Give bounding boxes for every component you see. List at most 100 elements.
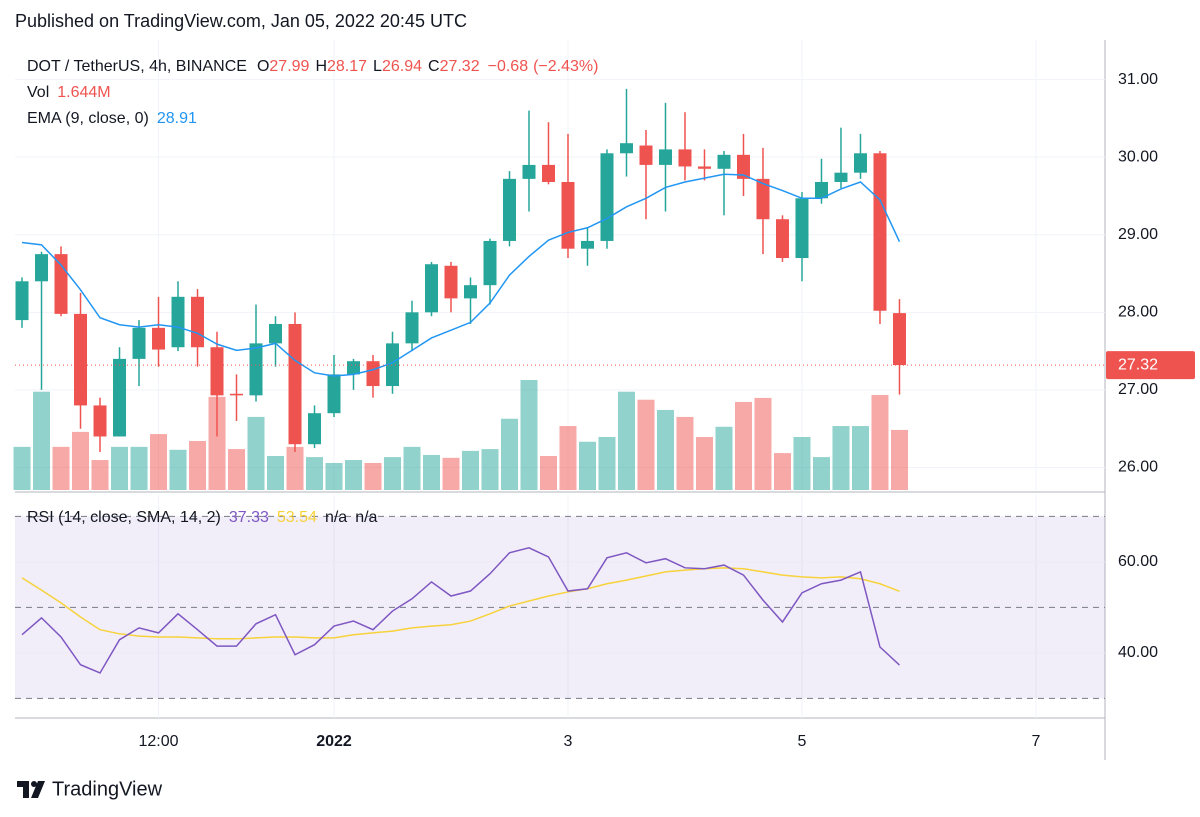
candle-body: [717, 154, 731, 169]
candle-body: [93, 405, 107, 437]
volume-bar: [461, 450, 479, 490]
candle-body: [35, 254, 49, 282]
rsi-value: 37.33: [229, 509, 269, 526]
candle-body: [347, 361, 361, 375]
volume-bar: [52, 446, 70, 490]
volume-bar: [189, 441, 207, 490]
ema-name: EMA (9, close, 0): [27, 110, 149, 127]
x-tick-label: 5: [798, 733, 807, 750]
ohlc-value: 27.32: [440, 58, 480, 75]
volume-bar: [578, 441, 596, 490]
ema-value: 28.91: [157, 110, 197, 127]
y-tick-label: 60.00: [1118, 553, 1158, 570]
volume-bar: [286, 446, 304, 490]
volume-bar: [773, 453, 791, 490]
candle-body: [54, 254, 68, 314]
volume-bar: [208, 396, 226, 490]
volume-bar: [33, 391, 51, 490]
volume-bar: [598, 437, 616, 490]
rsi-title: RSI (14, close, SMA, 14, 2): [27, 509, 221, 526]
volume-bar: [130, 446, 148, 490]
volume-bar: [539, 456, 557, 490]
volume-bar: [617, 391, 635, 490]
candle-body: [502, 178, 516, 241]
candle-body: [892, 313, 906, 366]
volume-bar: [384, 457, 402, 490]
candle-body: [600, 153, 614, 241]
change-value: −0.68: [488, 58, 529, 75]
candle-body: [463, 285, 477, 299]
candle-body: [522, 164, 536, 179]
ohlc-legend: DOT / TetherUS, 4h, BINANCE O27.99 H28.17 L…: [27, 58, 598, 75]
candle-body: [658, 149, 672, 165]
candle-body: [152, 327, 166, 350]
candle-body: [191, 296, 205, 348]
volume-bar: [637, 399, 655, 490]
volume-bar: [91, 460, 109, 490]
volume-bar: [676, 416, 694, 490]
candle-body: [834, 172, 848, 182]
volume-bar: [520, 380, 538, 490]
volume-bar: [364, 462, 382, 490]
volume-bar: [247, 416, 265, 490]
volume-bar: [306, 457, 324, 490]
ema-legend: EMA (9, close, 0) 28.91: [27, 110, 197, 127]
candle-body: [619, 143, 633, 154]
candle-body: [366, 361, 380, 387]
rsi-na: n/a: [325, 509, 347, 526]
candle-body: [814, 181, 828, 199]
footer-brand: TradingView: [52, 778, 163, 800]
symbol-title: DOT / TetherUS, 4h, BINANCE: [27, 58, 247, 75]
volume-bar: [228, 449, 246, 490]
ohlc-letter: H: [315, 58, 327, 75]
volume-bar: [715, 426, 733, 490]
candle-body: [425, 264, 439, 313]
candle-body: [230, 393, 244, 396]
x-tick-label: 12:00: [138, 733, 178, 750]
volume-bar: [812, 457, 830, 490]
rsi-line: [21, 567, 900, 640]
candle-body: [444, 265, 458, 299]
change-pct: (−2.43%): [533, 58, 598, 75]
candle-body: [327, 374, 341, 414]
candle-body: [308, 413, 322, 445]
volume-legend: Vol 1.644M: [27, 84, 111, 101]
ohlc-value: 26.94: [382, 58, 422, 75]
rsi-value: 53.54: [277, 509, 317, 526]
candle-body: [873, 153, 887, 311]
volume-bar: [111, 446, 129, 490]
candle-body: [249, 343, 263, 396]
volume-bar: [832, 426, 850, 490]
volume-bar: [734, 401, 752, 490]
candle-body: [678, 149, 692, 167]
volume-bar: [72, 431, 90, 490]
candle-body: [561, 181, 575, 249]
candle-body: [795, 198, 809, 259]
x-tick-label: 2022: [316, 733, 352, 750]
candle-body: [113, 358, 127, 437]
candle-body: [132, 327, 146, 359]
candle-body: [580, 240, 594, 249]
y-tick-label: 31.00: [1118, 71, 1158, 88]
volume-value: 1.644M: [57, 84, 110, 101]
volume-bar: [267, 456, 285, 490]
rsi-legend: RSI (14, close, SMA, 14, 2) 37.33 53.54 n/a…: [27, 509, 378, 526]
candle-body: [853, 153, 867, 173]
volume-bar: [325, 462, 343, 490]
ohlc-value: 28.17: [327, 58, 367, 75]
volume-bar: [169, 449, 187, 490]
volume-bar: [345, 460, 363, 490]
volume-bar: [442, 457, 460, 490]
y-tick-label: 26.00: [1118, 459, 1158, 476]
candle-body: [269, 323, 283, 344]
rsi-line: [21, 546, 900, 674]
y-tick-label: 40.00: [1118, 644, 1158, 661]
ohlc-letter: L: [373, 58, 382, 75]
candle-body: [74, 313, 88, 406]
candle-body: [736, 154, 750, 179]
ohlc-letter: O: [257, 58, 269, 75]
volume-bar: [890, 429, 908, 490]
candle-body: [639, 145, 653, 165]
